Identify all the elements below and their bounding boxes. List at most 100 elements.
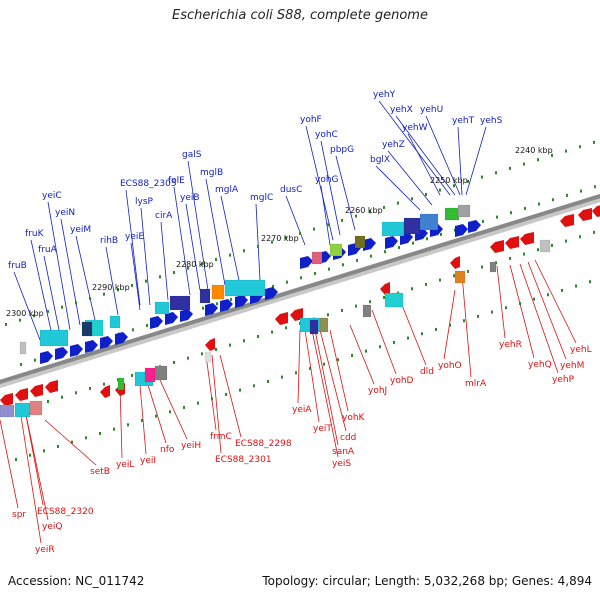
tick-dot-forward-outer xyxy=(537,158,539,162)
forward-gene-arrow xyxy=(180,309,193,322)
leader-line-yeiA xyxy=(297,329,301,404)
gene-feature-box xyxy=(169,295,191,311)
reverse-gene-arrow xyxy=(505,236,519,249)
tick-dot-reverse-inner xyxy=(551,243,553,247)
tick-dot-forward-inner xyxy=(580,189,582,193)
kbp-tick-label: 2280 kbp xyxy=(176,260,214,269)
tick-dot-forward-outer xyxy=(131,283,133,287)
tick-dot-forward-inner xyxy=(202,306,204,310)
tick-dot-forward-outer xyxy=(117,288,119,292)
tick-dot-forward-inner xyxy=(384,250,386,254)
forward-gene-arrow xyxy=(300,256,313,269)
tick-dot-forward-outer xyxy=(285,236,287,240)
reverse-gene-arrow xyxy=(15,388,28,401)
genome-stats: Topology: circular; Length: 5,032,268 bp… xyxy=(262,574,592,588)
leader-line-lysP xyxy=(140,207,151,306)
kbp-tick-label: 2290 kbp xyxy=(92,283,130,292)
tick-dot-reverse-inner xyxy=(131,373,133,377)
tick-dot-reverse-inner xyxy=(103,382,105,386)
leader-line-yohF xyxy=(305,125,334,241)
gene-feature-box xyxy=(81,321,93,337)
leader-line-yeiR xyxy=(19,409,42,544)
gene-label-frmC: frmC xyxy=(210,432,232,442)
tick-dot-forward-outer xyxy=(369,210,371,214)
tick-dot-forward-inner xyxy=(34,358,36,362)
gene-label-yeiQ: yeiQ xyxy=(42,522,62,532)
tick-dot-reverse-outer xyxy=(29,453,31,457)
tick-dot-forward-inner xyxy=(482,219,484,223)
forward-gene-arrow xyxy=(235,295,248,308)
gene-label-yehX: yehX xyxy=(390,105,413,115)
gene-label-yehY: yehY xyxy=(373,90,396,100)
forward-gene-arrow xyxy=(455,224,468,237)
gene-feature-box xyxy=(454,270,466,284)
tick-dot-reverse-outer xyxy=(561,288,563,292)
gene-feature-box xyxy=(457,204,471,218)
gene-label-sanA: sanA xyxy=(332,447,355,457)
tick-dot-forward-outer xyxy=(495,171,497,175)
gene-label-yehU: yehU xyxy=(420,105,443,115)
tick-dot-reverse-outer xyxy=(71,440,73,444)
leader-line-yehM xyxy=(527,261,567,360)
tick-dot-reverse-inner xyxy=(383,295,385,299)
kbp-tick-label: 2240 kbp xyxy=(515,146,553,155)
gene-label-yohD: yohD xyxy=(390,376,414,386)
gene-label-lysP: lysP xyxy=(135,197,154,207)
gene-label-nfo: nfo xyxy=(160,445,175,455)
leader-line-ECS88_2305 xyxy=(125,189,141,306)
tick-dot-forward-outer xyxy=(61,305,63,309)
leader-line-fruB xyxy=(13,271,41,341)
reverse-gene-arrow xyxy=(30,384,43,397)
leader-line-yeiS xyxy=(311,329,339,458)
gene-feature-box xyxy=(329,243,343,257)
tick-dot-reverse-inner xyxy=(439,278,441,282)
gene-label-yehL: yehL xyxy=(570,345,592,355)
tick-dot-reverse-inner xyxy=(537,248,539,252)
tick-dot-forward-outer xyxy=(593,140,595,144)
tick-dot-reverse-inner xyxy=(593,230,595,234)
forward-gene-arrow xyxy=(150,316,163,329)
leader-line-fruK xyxy=(30,239,53,336)
tick-dot-reverse-inner xyxy=(481,265,483,269)
tick-dot-forward-inner xyxy=(132,328,134,332)
gene-label-yohK: yohK xyxy=(342,413,366,423)
gene-label-yehR: yehR xyxy=(499,340,522,350)
tick-dot-reverse-outer xyxy=(197,401,199,405)
tick-dot-forward-outer xyxy=(75,301,77,305)
gene-feature-box xyxy=(144,367,156,383)
gene-feature-box xyxy=(109,315,121,329)
tick-dot-forward-inner xyxy=(146,323,148,327)
gene-label-yeiR: yeiR xyxy=(35,545,55,555)
tick-dot-forward-outer xyxy=(579,145,581,149)
tick-dot-reverse-outer xyxy=(519,301,521,305)
gene-label-cdd: cdd xyxy=(340,433,356,443)
leader-line-yeiM xyxy=(75,235,96,321)
gene-label-mlrA: mlrA xyxy=(465,379,487,389)
leader-line-yeiC xyxy=(47,201,71,331)
gene-feature-box xyxy=(309,319,319,335)
tick-dot-reverse-outer xyxy=(407,336,409,340)
gene-label-folE: folE xyxy=(168,176,185,186)
gene-label-fruK: fruK xyxy=(25,229,45,239)
tick-dot-forward-inner xyxy=(552,198,554,202)
tick-dot-reverse-inner xyxy=(355,304,357,308)
reverse-gene-arrow xyxy=(290,308,303,321)
leader-line-ECS88_2301 xyxy=(211,354,222,454)
leader-line-galS xyxy=(187,160,209,291)
tick-dot-forward-outer xyxy=(215,257,217,261)
tick-dot-forward-inner xyxy=(412,241,414,245)
gene-feature-box xyxy=(199,288,211,304)
tick-dot-reverse-inner xyxy=(47,399,49,403)
leader-line-folE xyxy=(173,186,191,296)
gene-feature-box xyxy=(403,217,421,235)
gene-label-dusC: dusC xyxy=(280,185,302,195)
reverse-gene-arrow xyxy=(560,214,574,227)
gene-label-yeiT: yeiT xyxy=(313,424,332,434)
tick-dot-forward-outer xyxy=(159,275,161,279)
tick-dot-forward-outer xyxy=(341,218,343,222)
leader-line-pbpG xyxy=(335,155,356,231)
forward-gene-arrow xyxy=(385,236,398,249)
gene-label-ECS88_2320: ECS88_2320 xyxy=(37,507,94,517)
leader-line-nfo xyxy=(147,384,167,444)
forward-gene-arrow xyxy=(205,303,218,316)
